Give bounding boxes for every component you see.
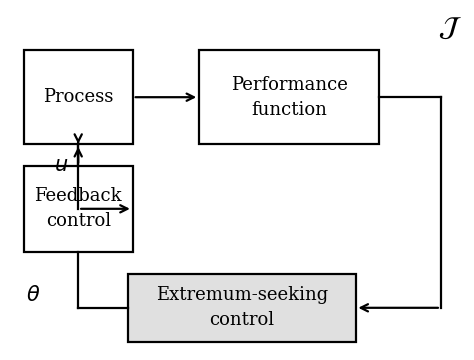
Text: $u$: $u$	[55, 156, 69, 175]
Text: $\theta$: $\theta$	[26, 285, 40, 305]
Text: Feedback: Feedback	[35, 187, 122, 205]
Text: control: control	[209, 311, 274, 329]
Text: Process: Process	[43, 88, 113, 106]
Bar	[24, 166, 133, 252]
Text: control: control	[46, 212, 111, 230]
Bar	[128, 274, 356, 342]
Bar	[199, 50, 379, 144]
Text: Performance: Performance	[231, 76, 347, 94]
Text: Extremum-seeking: Extremum-seeking	[155, 286, 328, 304]
Text: function: function	[251, 101, 327, 119]
Bar	[24, 50, 133, 144]
Text: $\mathcal{J}$: $\mathcal{J}$	[438, 15, 462, 42]
